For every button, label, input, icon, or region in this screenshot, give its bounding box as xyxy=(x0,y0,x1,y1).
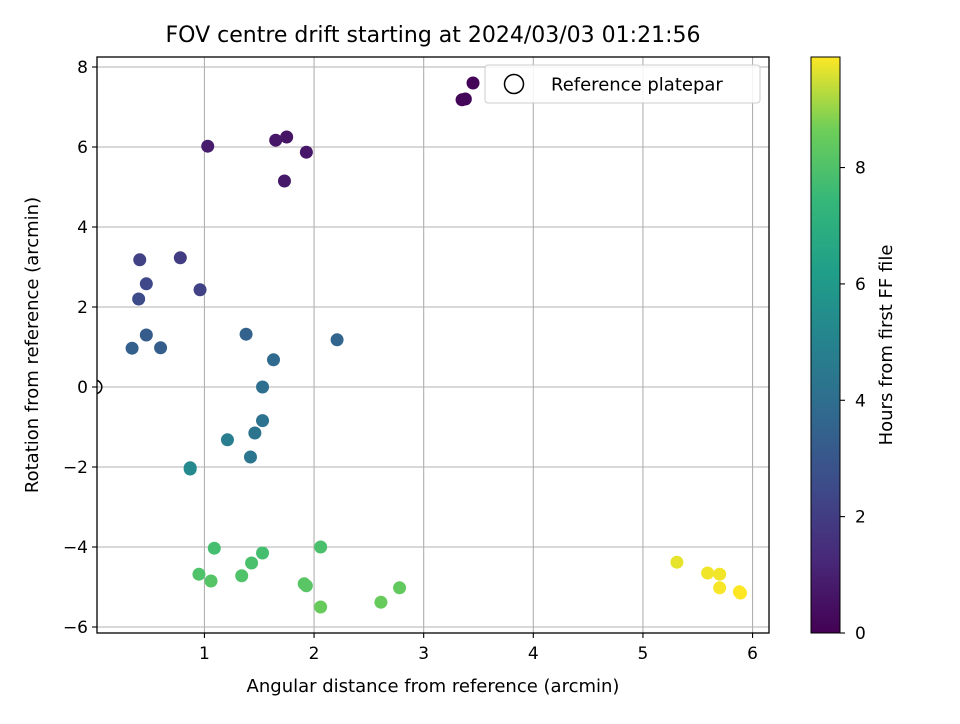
data-point xyxy=(314,600,328,614)
data-point xyxy=(154,341,168,355)
data-point xyxy=(299,145,313,159)
colorbar-tick-label: 2 xyxy=(855,508,866,528)
data-point xyxy=(733,586,747,600)
data-point xyxy=(277,174,291,188)
data-point xyxy=(133,253,147,267)
data-point xyxy=(266,353,280,367)
y-axis-label: Rotation from reference (arcmin) xyxy=(22,197,43,493)
legend-box xyxy=(484,64,761,104)
points-layer xyxy=(97,76,747,614)
data-point xyxy=(173,251,187,265)
data-point xyxy=(256,380,270,394)
data-point xyxy=(314,540,328,554)
data-point xyxy=(235,569,249,583)
chart-title: FOV centre drift starting at 2024/03/03 … xyxy=(166,23,701,48)
colorbar-tick-label: 6 xyxy=(855,275,866,295)
reference-marker xyxy=(97,379,103,395)
y-tick-label: 4 xyxy=(77,218,88,238)
plot-frame xyxy=(96,56,770,634)
colorbar: 0 2 4 6 8 Hours from first FF file xyxy=(810,56,897,644)
colorbar-tick-label: 8 xyxy=(855,159,866,179)
x-tick-label: 3 xyxy=(418,644,429,664)
x-tick-label: 1 xyxy=(199,644,210,664)
y-tick-label: −6 xyxy=(63,618,88,638)
data-point xyxy=(393,581,407,595)
data-point xyxy=(139,328,153,342)
data-point xyxy=(192,567,206,581)
data-point xyxy=(201,139,215,153)
data-point xyxy=(245,556,259,570)
y-tick-label: 2 xyxy=(77,298,88,318)
data-point xyxy=(243,450,257,464)
data-point xyxy=(256,414,270,428)
colorbar-gradient xyxy=(810,56,841,634)
data-point xyxy=(139,277,153,291)
data-point xyxy=(248,426,262,440)
y-tick-label: 8 xyxy=(77,58,88,78)
data-point xyxy=(239,327,253,341)
data-point xyxy=(670,555,684,569)
x-tick-label: 2 xyxy=(309,644,320,664)
y-tick-label: −4 xyxy=(63,538,88,558)
colorbar-label: Hours from first FF file xyxy=(876,245,897,446)
legend-marker-reference xyxy=(503,73,525,95)
data-point xyxy=(466,76,480,90)
x-tick-label: 5 xyxy=(638,644,649,664)
data-point xyxy=(193,283,207,297)
data-point xyxy=(455,93,469,107)
grid-layer xyxy=(97,57,769,633)
data-point xyxy=(207,541,221,555)
data-point xyxy=(183,462,197,476)
legend-label-reference: Reference platepar xyxy=(551,75,723,96)
data-point xyxy=(269,133,283,147)
colorbar-tick-label: 0 xyxy=(855,624,866,644)
data-point xyxy=(330,333,344,347)
legend: Reference platepar xyxy=(484,64,761,104)
data-point xyxy=(256,546,270,560)
y-tick-label: 0 xyxy=(77,378,88,398)
data-point xyxy=(204,574,218,588)
data-point xyxy=(701,566,715,580)
data-point xyxy=(220,433,234,447)
x-tick-label: 4 xyxy=(528,644,539,664)
data-point xyxy=(374,595,388,609)
data-point xyxy=(713,581,727,595)
x-axis-label: Angular distance from reference (arcmin) xyxy=(247,676,620,697)
y-tick-label: 6 xyxy=(77,138,88,158)
data-point xyxy=(132,292,146,306)
y-tick-label: −2 xyxy=(63,458,88,478)
colorbar-ticks: 0 2 4 6 8 xyxy=(840,159,866,644)
x-tick-label: 6 xyxy=(747,644,758,664)
data-point xyxy=(280,130,294,144)
data-point xyxy=(299,579,313,593)
data-point xyxy=(713,567,727,581)
data-point xyxy=(125,341,139,355)
colorbar-tick-label: 4 xyxy=(855,391,866,411)
axes-layer: 1 2 3 4 5 6 −6 −4 −2 0 2 4 6 8 xyxy=(63,58,758,664)
